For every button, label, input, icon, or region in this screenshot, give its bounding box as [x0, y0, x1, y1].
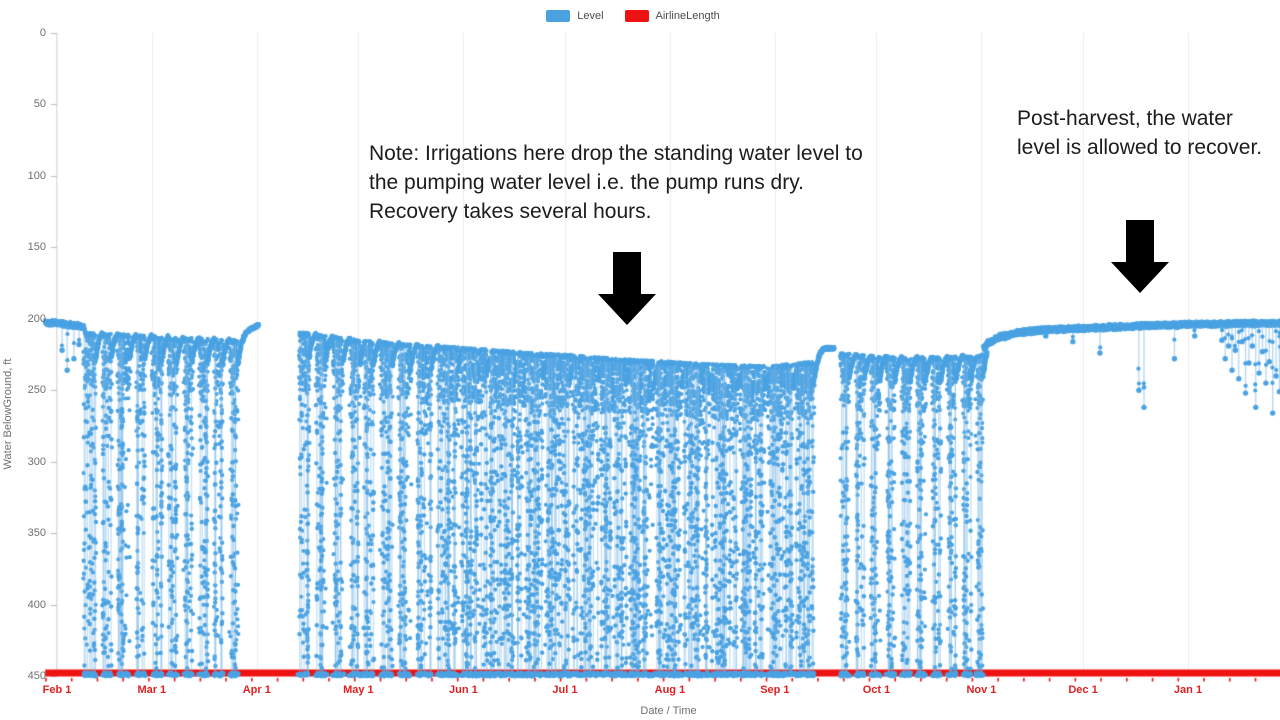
y-tick-label: 300: [27, 455, 46, 468]
post-harvest-annotation: Post-harvest, the water level is allowed…: [1017, 107, 1263, 159]
x-tick-label: May 1: [343, 684, 374, 696]
x-tick-label: Dec 1: [1068, 684, 1098, 696]
level-legend-label: Level: [577, 10, 604, 22]
airlinelength-legend-swatch: [624, 10, 649, 22]
x-tick-label: Apr 1: [242, 684, 271, 696]
level-legend-swatch: [546, 10, 571, 22]
down-arrow-icon: [1111, 220, 1169, 293]
y-tick-label: 350: [27, 527, 46, 540]
y-tick-label: 100: [27, 169, 46, 182]
x-tick-label: Feb 1: [42, 684, 72, 696]
x-tick-label: Jul 1: [552, 684, 578, 696]
x-axis-title: Date / Time: [640, 705, 697, 717]
x-tick-label: Aug 1: [654, 684, 686, 696]
x-tick-label: Nov 1: [966, 684, 997, 696]
x-tick-label: Sep 1: [760, 684, 790, 696]
y-tick-label: 250: [27, 384, 46, 397]
airlinelength-legend-label: AirlineLength: [655, 10, 720, 22]
y-tick-label: 450: [27, 670, 46, 682]
x-tick-label: Mar 1: [137, 684, 167, 696]
chart-legend: Level AirlineLength: [0, 10, 1280, 22]
y-tick-label: 200: [27, 312, 46, 325]
x-tick-label: Jun 1: [448, 684, 478, 696]
x-tick-label: Oct 1: [862, 684, 891, 696]
y-tick-label: 400: [27, 598, 46, 611]
x-tick-label: Jan 1: [1173, 684, 1203, 696]
irrigation-note-annotation: Note: Irrigations here drop the standing…: [369, 142, 863, 223]
y-tick-label: 150: [27, 241, 46, 254]
y-tick-label: 50: [33, 98, 46, 111]
down-arrow-icon: [598, 252, 656, 325]
y-tick-label: 0: [39, 27, 46, 39]
